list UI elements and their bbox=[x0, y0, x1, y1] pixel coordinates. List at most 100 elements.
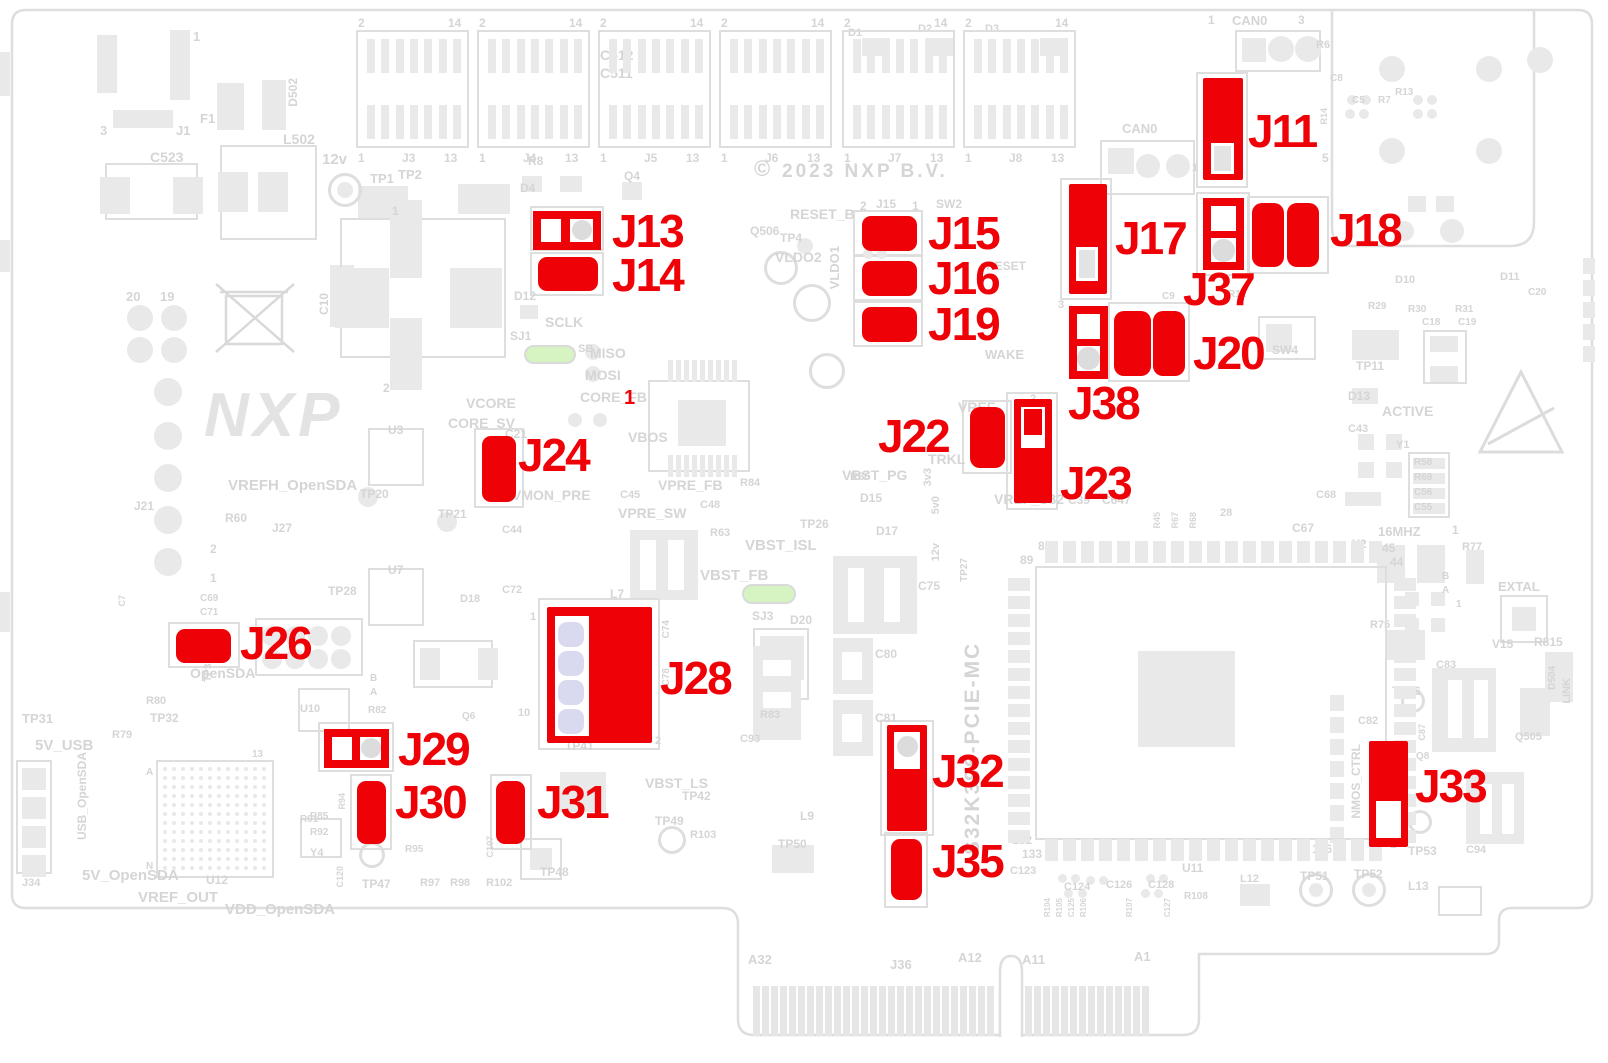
header-pin bbox=[787, 105, 796, 139]
header-pin bbox=[545, 105, 554, 139]
silk-label: 1 bbox=[530, 611, 537, 623]
component-footprint bbox=[530, 206, 604, 251]
silk-label: VBOS bbox=[628, 429, 668, 445]
pad-circle bbox=[154, 464, 182, 492]
testpoint-ring bbox=[658, 826, 686, 854]
header-name: J8 bbox=[1009, 151, 1023, 165]
edge-finger bbox=[942, 986, 949, 1036]
qfp-pad bbox=[1008, 668, 1030, 681]
qfp-pad bbox=[1351, 541, 1364, 563]
silk-label: 44 bbox=[1390, 555, 1404, 569]
jumper-label-J31: J31 bbox=[537, 776, 610, 828]
component-footprint bbox=[0, 52, 10, 96]
silk-label: C124 bbox=[1064, 881, 1091, 893]
header-pin bbox=[530, 105, 539, 139]
pad-row bbox=[716, 360, 721, 382]
header-pin-number: 13 bbox=[444, 151, 458, 165]
component-footprint bbox=[962, 400, 1012, 474]
header-pin bbox=[910, 105, 919, 139]
esd-warning-icon bbox=[1477, 368, 1565, 454]
header-pin bbox=[666, 39, 675, 73]
bga-ball bbox=[262, 803, 266, 807]
silk-label: USB_OpenSDA bbox=[75, 752, 89, 841]
silk-label: SJ1 bbox=[510, 329, 532, 343]
testpoint-ring bbox=[359, 842, 385, 868]
silk-label: B bbox=[370, 673, 378, 684]
header-pin bbox=[881, 105, 890, 139]
silk-label: 1 bbox=[392, 204, 399, 218]
header-name: J6 bbox=[765, 151, 779, 165]
edge-finger bbox=[1043, 986, 1050, 1036]
bga-ball bbox=[217, 812, 221, 816]
silk-label: Q505 bbox=[1515, 731, 1542, 743]
qfp-pad bbox=[1008, 776, 1030, 789]
header-pin bbox=[409, 39, 418, 73]
pad-circle bbox=[863, 249, 873, 259]
silk-label: TP20 bbox=[360, 487, 389, 501]
silk-label: TP50 bbox=[778, 837, 807, 851]
edge-finger bbox=[753, 986, 760, 1036]
silk-label: L7 bbox=[610, 587, 625, 601]
pad-circle bbox=[154, 422, 182, 450]
silk-label: C45 bbox=[620, 489, 641, 501]
jumper-label-J13: J13 bbox=[612, 205, 685, 257]
nxp-logo: NXP bbox=[204, 381, 344, 450]
silk-label: Q506 bbox=[750, 224, 780, 238]
jumper-J16 bbox=[862, 261, 917, 296]
header-pin bbox=[801, 105, 810, 139]
pad-row bbox=[716, 455, 721, 477]
silk-label: C20 bbox=[1528, 287, 1547, 298]
edge-pin-label: A12 bbox=[958, 950, 982, 965]
qfp-pad bbox=[1394, 632, 1416, 645]
silk-label: U12 bbox=[206, 873, 229, 887]
bga-ball bbox=[163, 812, 167, 816]
edge-finger bbox=[1025, 986, 1032, 1036]
silk-label: R85 bbox=[310, 811, 329, 822]
silk-label: ACTIVE bbox=[1382, 403, 1434, 419]
header-pin bbox=[938, 105, 947, 139]
bga-ball bbox=[253, 776, 257, 780]
silk-label: Q4 bbox=[624, 169, 641, 183]
qfp-pad bbox=[1081, 839, 1094, 861]
silk-label: TP21 bbox=[438, 507, 467, 521]
jumper-J38 bbox=[1069, 339, 1108, 346]
bga-ball bbox=[172, 767, 176, 771]
pad-circle bbox=[1309, 883, 1323, 897]
silk-label: VMON_PRE bbox=[512, 487, 591, 503]
pad-row bbox=[676, 455, 681, 477]
edge-finger bbox=[1088, 986, 1095, 1036]
component-footprint bbox=[258, 172, 288, 212]
silk-label: 20 bbox=[126, 289, 141, 304]
silk-label: LINK bbox=[1561, 678, 1573, 704]
component-footprint bbox=[833, 556, 917, 634]
bga-ball bbox=[235, 821, 239, 825]
component-footprint bbox=[1413, 503, 1445, 514]
silk-label: A bbox=[146, 767, 154, 778]
component-footprint bbox=[1196, 192, 1250, 276]
jumper-J22 bbox=[970, 407, 1005, 468]
qfp-pad bbox=[1008, 812, 1030, 825]
bga-ball bbox=[199, 821, 203, 825]
component-footprint bbox=[853, 255, 923, 301]
silk-label: TP52 bbox=[1354, 867, 1383, 881]
pad-circle bbox=[437, 512, 457, 532]
pad-row bbox=[1583, 280, 1595, 296]
component-footprint bbox=[1512, 607, 1536, 631]
silk-label: VREFH_OpenSDA bbox=[228, 477, 358, 494]
silk-label: MOSI bbox=[585, 367, 621, 383]
header-pin bbox=[609, 39, 617, 73]
bga-ball bbox=[172, 866, 176, 870]
bga-ball bbox=[172, 857, 176, 861]
bga-ball bbox=[181, 767, 185, 771]
pad-circle bbox=[1527, 47, 1553, 73]
silk-label: L12 bbox=[1240, 873, 1259, 885]
pad-row bbox=[692, 455, 697, 477]
edge-finger bbox=[888, 986, 895, 1036]
bga-ball bbox=[172, 803, 176, 807]
silk-label: CAN0 bbox=[1232, 13, 1268, 28]
header-pin bbox=[367, 39, 375, 73]
qfp-pad bbox=[1207, 541, 1220, 563]
pad-circle bbox=[161, 337, 187, 363]
silk-label: VPRE_FB bbox=[658, 477, 723, 493]
